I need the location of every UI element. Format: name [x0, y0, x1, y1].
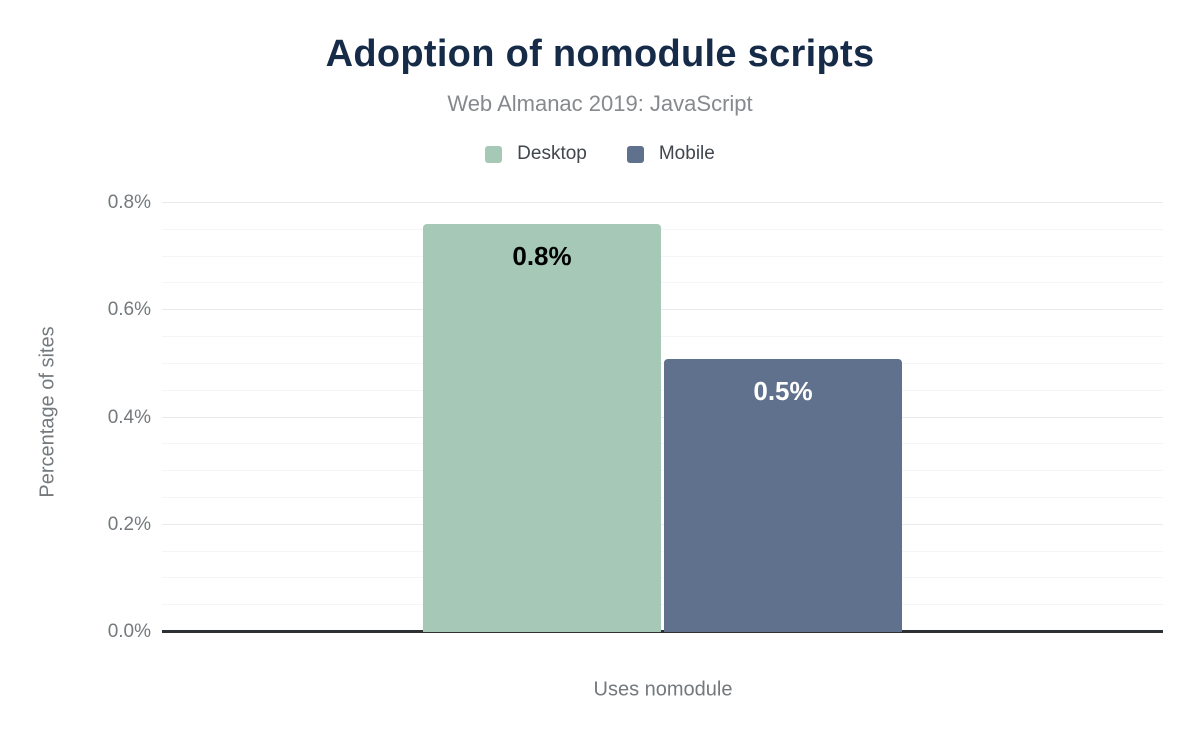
gridline-major	[162, 202, 1163, 203]
gridline-minor	[162, 604, 1163, 606]
y-tick-label: 0.8%	[107, 192, 151, 213]
gridline-minor	[162, 577, 1163, 579]
gridline-minor	[162, 550, 1163, 552]
bar-mobile[interactable]: 0.5%	[664, 358, 902, 632]
y-tick-label: 0.4%	[107, 406, 151, 428]
legend-label-mobile: Mobile	[658, 143, 715, 164]
bar-desktop[interactable]: 0.8%	[423, 224, 661, 632]
y-tick-label: 0.2%	[107, 513, 151, 535]
gridline-minor	[162, 228, 1163, 230]
gridline-major	[162, 416, 1163, 418]
desktop-swatch-icon	[485, 145, 503, 163]
plot-area: 0.0% 0.2% 0.4% 0.6% 0.8% 0.8% 0.5%	[108, 192, 1163, 642]
chart-subtitle: Web Almanac 2019: JavaScript	[447, 91, 753, 116]
chart-title: Adoption of nomodule scripts	[325, 33, 875, 75]
gridline-minor	[162, 336, 1163, 338]
y-axis-title: Percentage of sites	[36, 326, 59, 498]
bar-value-label: 0.5%	[753, 375, 813, 406]
legend-item-desktop[interactable]: Desktop	[485, 143, 587, 165]
bar-value-label: 0.8%	[512, 241, 572, 272]
gridline-minor	[162, 282, 1163, 284]
y-tick-label: 0.0%	[107, 621, 151, 642]
gridline-minor	[162, 470, 1163, 472]
gridline-minor	[162, 443, 1163, 445]
gridline-minor	[162, 389, 1163, 391]
x-axis-title: Uses nomodule	[593, 678, 733, 701]
mobile-swatch-icon	[626, 145, 644, 163]
gridline-minor	[162, 255, 1163, 257]
gridline-major	[162, 523, 1163, 525]
y-tick-label: 0.6%	[107, 299, 151, 321]
legend-label-desktop: Desktop	[517, 143, 587, 164]
x-axis-baseline	[162, 630, 1163, 633]
legend-item-mobile[interactable]: Mobile	[626, 143, 715, 165]
gridline-minor	[162, 362, 1163, 364]
gridline-minor	[162, 496, 1163, 498]
legend: Desktop Mobile	[0, 143, 1200, 165]
gridline-major	[162, 309, 1163, 311]
